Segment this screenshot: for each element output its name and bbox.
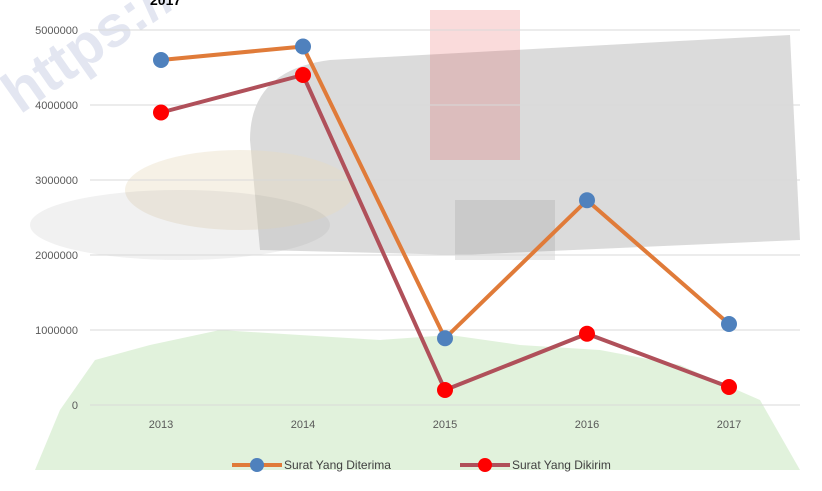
data-point (295, 67, 311, 83)
grass-shape (35, 330, 800, 470)
data-point (579, 325, 595, 342)
x-tick-label: 2016 (575, 419, 599, 431)
mailbox-illustration (30, 10, 800, 470)
y-tick-label: 2000000 (35, 250, 78, 262)
data-point (437, 382, 453, 398)
legend-marker (478, 458, 492, 472)
mailbox-body (250, 35, 800, 255)
legend-label: Surat Yang Dikirim (512, 458, 611, 472)
x-tick-label: 2015 (433, 419, 457, 431)
data-point (721, 379, 737, 395)
y-axis-ticks: 0 1000000 2000000 3000000 4000000 5000000 (35, 25, 78, 412)
y-tick-label: 3000000 (35, 175, 78, 187)
gridlines (90, 29, 800, 406)
data-point (153, 52, 169, 68)
data-point (437, 330, 453, 347)
data-point (295, 38, 311, 55)
mailbox-post (455, 200, 555, 260)
x-tick-label: 2014 (291, 419, 315, 431)
y-tick-label: 5000000 (35, 25, 78, 37)
data-point (579, 192, 595, 209)
legend-label: Surat Yang Diterima (284, 458, 391, 472)
legend: Surat Yang Diterima Surat Yang Dikirim (232, 458, 611, 472)
data-point (153, 104, 169, 121)
y-tick-label: 0 (72, 400, 78, 412)
y-tick-label: 4000000 (35, 100, 78, 112)
x-tick-label: 2013 (149, 419, 173, 431)
x-axis-ticks: 2013 2014 2015 2016 2017 (149, 419, 741, 431)
series-markers (153, 38, 737, 398)
mailbox-flag (430, 10, 520, 160)
legend-marker (250, 458, 264, 472)
mailbox-shadow (30, 190, 330, 260)
data-point (721, 316, 737, 332)
y-tick-label: 1000000 (35, 325, 78, 337)
scroll-shape (125, 150, 355, 230)
chart-title-fragment: 2017 (150, 0, 181, 8)
x-tick-label: 2017 (717, 419, 741, 431)
